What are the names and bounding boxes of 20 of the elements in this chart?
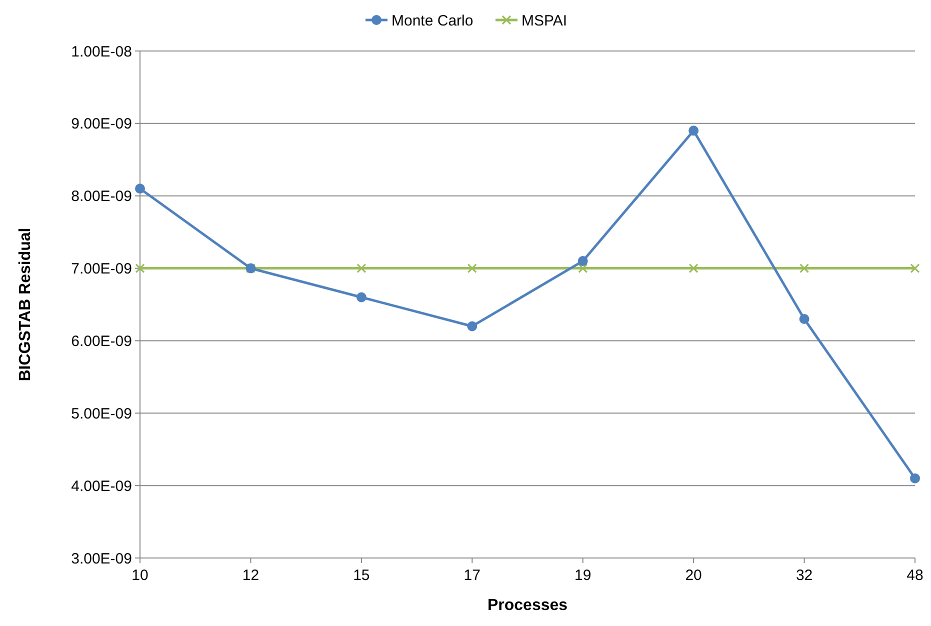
x-axis-title: Processes [487,597,568,614]
x-tick-label: 15 [353,567,370,584]
y-tick-label: 1.00E-08 [71,43,132,60]
x-tick-label: 10 [132,567,148,584]
x-tick-label: 32 [796,567,813,584]
y-tick-label: 9.00E-09 [71,116,132,133]
y-tick-label: 4.00E-09 [71,478,132,495]
y-tick-label: 3.00E-09 [71,550,132,568]
legend-label: Monte Carlo [392,12,474,30]
x-tick-label: 12 [242,567,260,584]
y-axis-title: BICGSTAB Residual [17,228,34,382]
y-tick-label: 5.00E-09 [71,405,132,422]
y-tick-label: 8.00E-09 [71,188,132,206]
y-tick-label: 7.00E-09 [71,260,132,278]
legend-label: MSPAI [522,12,568,30]
x-tick-label: 48 [906,567,924,584]
x-tick-label: 19 [574,567,592,584]
y-tick-label: 6.00E-09 [71,332,132,350]
x-tick-label: 17 [464,567,480,584]
x-tick-label: 20 [685,567,702,584]
